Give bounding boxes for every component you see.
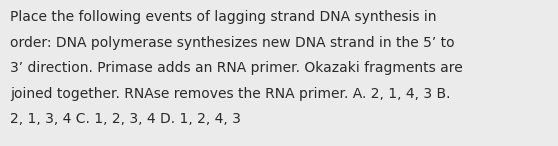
Text: order: DNA polymerase synthesizes new DNA strand in the 5’ to: order: DNA polymerase synthesizes new DN… xyxy=(10,36,455,50)
Text: joined together. RNAse removes the RNA primer. A. 2, 1, 4, 3 B.: joined together. RNAse removes the RNA p… xyxy=(10,87,450,101)
Text: Place the following events of lagging strand DNA synthesis in: Place the following events of lagging st… xyxy=(10,10,436,24)
Text: 2, 1, 3, 4 C. 1, 2, 3, 4 D. 1, 2, 4, 3: 2, 1, 3, 4 C. 1, 2, 3, 4 D. 1, 2, 4, 3 xyxy=(10,112,241,126)
Text: 3’ direction. Primase adds an RNA primer. Okazaki fragments are: 3’ direction. Primase adds an RNA primer… xyxy=(10,61,463,75)
